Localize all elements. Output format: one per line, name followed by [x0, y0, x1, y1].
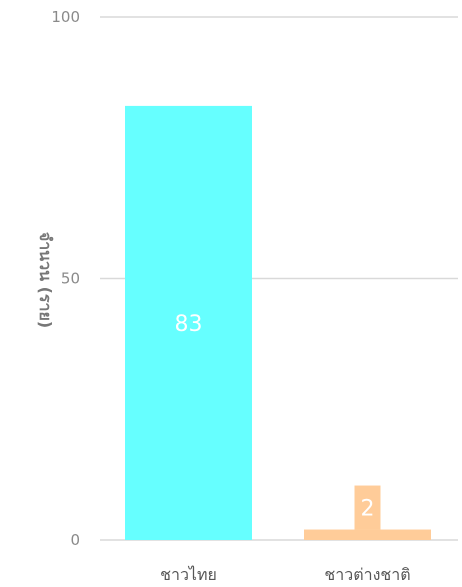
- x-category-label: ชาวไทย: [160, 565, 217, 584]
- bar: [125, 105, 252, 540]
- data-label: 2: [361, 497, 375, 522]
- bars: 83 2: [125, 105, 431, 540]
- y-tick-label: 0: [70, 531, 80, 549]
- y-axis-ticks: 0 50 100: [51, 8, 80, 549]
- bar: [304, 529, 431, 540]
- x-axis-categories: ชาวไทย ชาวต่างชาติ: [160, 565, 411, 584]
- y-tick-label: 50: [61, 270, 80, 288]
- data-label: 83: [175, 312, 203, 337]
- y-tick-label: 100: [51, 8, 80, 26]
- x-category-label: ชาวต่างชาติ: [324, 565, 410, 584]
- data-label-box: [354, 485, 381, 530]
- y-axis-label: จำนวน (ราย): [36, 232, 55, 328]
